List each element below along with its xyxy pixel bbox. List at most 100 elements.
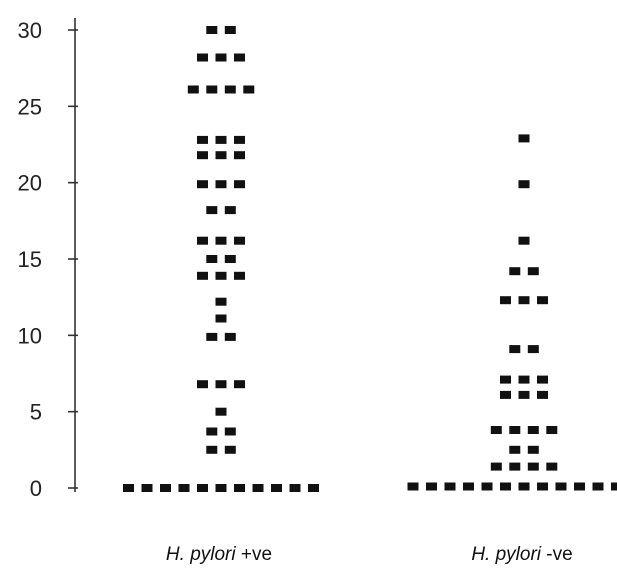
data-point [481, 482, 493, 491]
data-point [160, 484, 171, 492]
data-point [234, 135, 245, 144]
data-point [234, 380, 245, 389]
data-point [224, 427, 236, 436]
data-point [444, 482, 456, 491]
data-point [215, 53, 227, 62]
data-point [537, 296, 548, 305]
data-point [518, 180, 530, 189]
y-tick-label: 15 [18, 247, 42, 272]
data-point [206, 445, 218, 454]
data-point [215, 151, 227, 160]
data-point [407, 482, 419, 491]
data-point [527, 445, 539, 454]
data-point [206, 26, 218, 34]
data-point [463, 482, 474, 491]
y-tick-label: 25 [18, 94, 42, 119]
data-point [500, 390, 511, 399]
y-tick-label: 30 [18, 18, 42, 43]
data-point [527, 345, 539, 354]
data-point [215, 236, 227, 245]
data-point [197, 135, 208, 144]
category-label-suffix: +ve [241, 544, 272, 565]
data-point [215, 484, 227, 492]
data-point [308, 484, 319, 492]
data-point [197, 236, 208, 245]
category-label-italic: H. pylori [166, 544, 241, 565]
data-point [500, 375, 511, 384]
data-point [206, 427, 218, 436]
data-point [537, 482, 548, 491]
data-point [141, 484, 153, 492]
category-labels: H. pylori +ve H. pylori -ve [166, 544, 573, 565]
data-point [234, 484, 245, 492]
data-point [592, 482, 604, 491]
data-point [509, 462, 521, 471]
y-axis [68, 18, 78, 492]
data-point [518, 296, 530, 305]
data-point [271, 484, 282, 492]
data-point [215, 135, 227, 144]
data-point [234, 180, 245, 189]
data-point [509, 345, 521, 354]
data-point [518, 134, 530, 143]
y-tick-label: 20 [18, 171, 42, 196]
data-point [215, 297, 227, 306]
data-point [197, 484, 208, 492]
y-tick-labels: 0 5 10 15 20 25 30 [18, 18, 42, 501]
data-point [224, 85, 236, 94]
data-point [611, 482, 617, 491]
data-point [224, 206, 236, 215]
data-point [224, 332, 236, 341]
data-point [206, 255, 218, 263]
data-point [234, 53, 245, 62]
data-point [206, 332, 218, 341]
data-point [518, 236, 530, 245]
data-point [215, 407, 227, 416]
data-point [197, 380, 208, 389]
data-point [527, 462, 539, 471]
data-point [546, 426, 558, 434]
data-point [206, 206, 218, 215]
y-tick-label: 10 [18, 323, 42, 348]
data-point [215, 314, 227, 323]
data-point [197, 151, 208, 160]
data-point [187, 85, 199, 94]
data-point [537, 390, 548, 399]
data-point [234, 151, 245, 160]
data-point [215, 180, 227, 189]
data-point [509, 445, 521, 454]
data-point [490, 462, 502, 471]
y-tick-label: 5 [30, 400, 42, 425]
data-point [234, 271, 245, 280]
data-point [206, 85, 218, 94]
data-point [215, 380, 227, 389]
data-point [509, 426, 521, 434]
data-point [224, 445, 236, 454]
data-point [243, 85, 255, 94]
data-point [500, 296, 511, 305]
data-point [178, 484, 190, 492]
data-point [252, 484, 264, 492]
data-point [500, 482, 511, 491]
data-point [224, 26, 236, 34]
data-point [518, 482, 530, 491]
data-point [426, 482, 437, 491]
data-point [289, 484, 301, 492]
data-point [527, 267, 539, 276]
data-point [234, 236, 245, 245]
data-point [546, 462, 558, 471]
data-point [197, 53, 208, 62]
category-label: H. pylori -ve [471, 544, 572, 565]
data-point [518, 390, 530, 399]
data-point [490, 426, 502, 434]
data-point [555, 482, 567, 491]
data-markers [123, 26, 617, 492]
data-point [537, 375, 548, 384]
category-label-suffix: -ve [546, 544, 572, 565]
data-point [509, 267, 521, 276]
data-point [123, 484, 134, 492]
data-point [197, 271, 208, 280]
y-tick-label: 0 [30, 476, 42, 501]
category-label-italic: H. pylori [471, 544, 546, 565]
